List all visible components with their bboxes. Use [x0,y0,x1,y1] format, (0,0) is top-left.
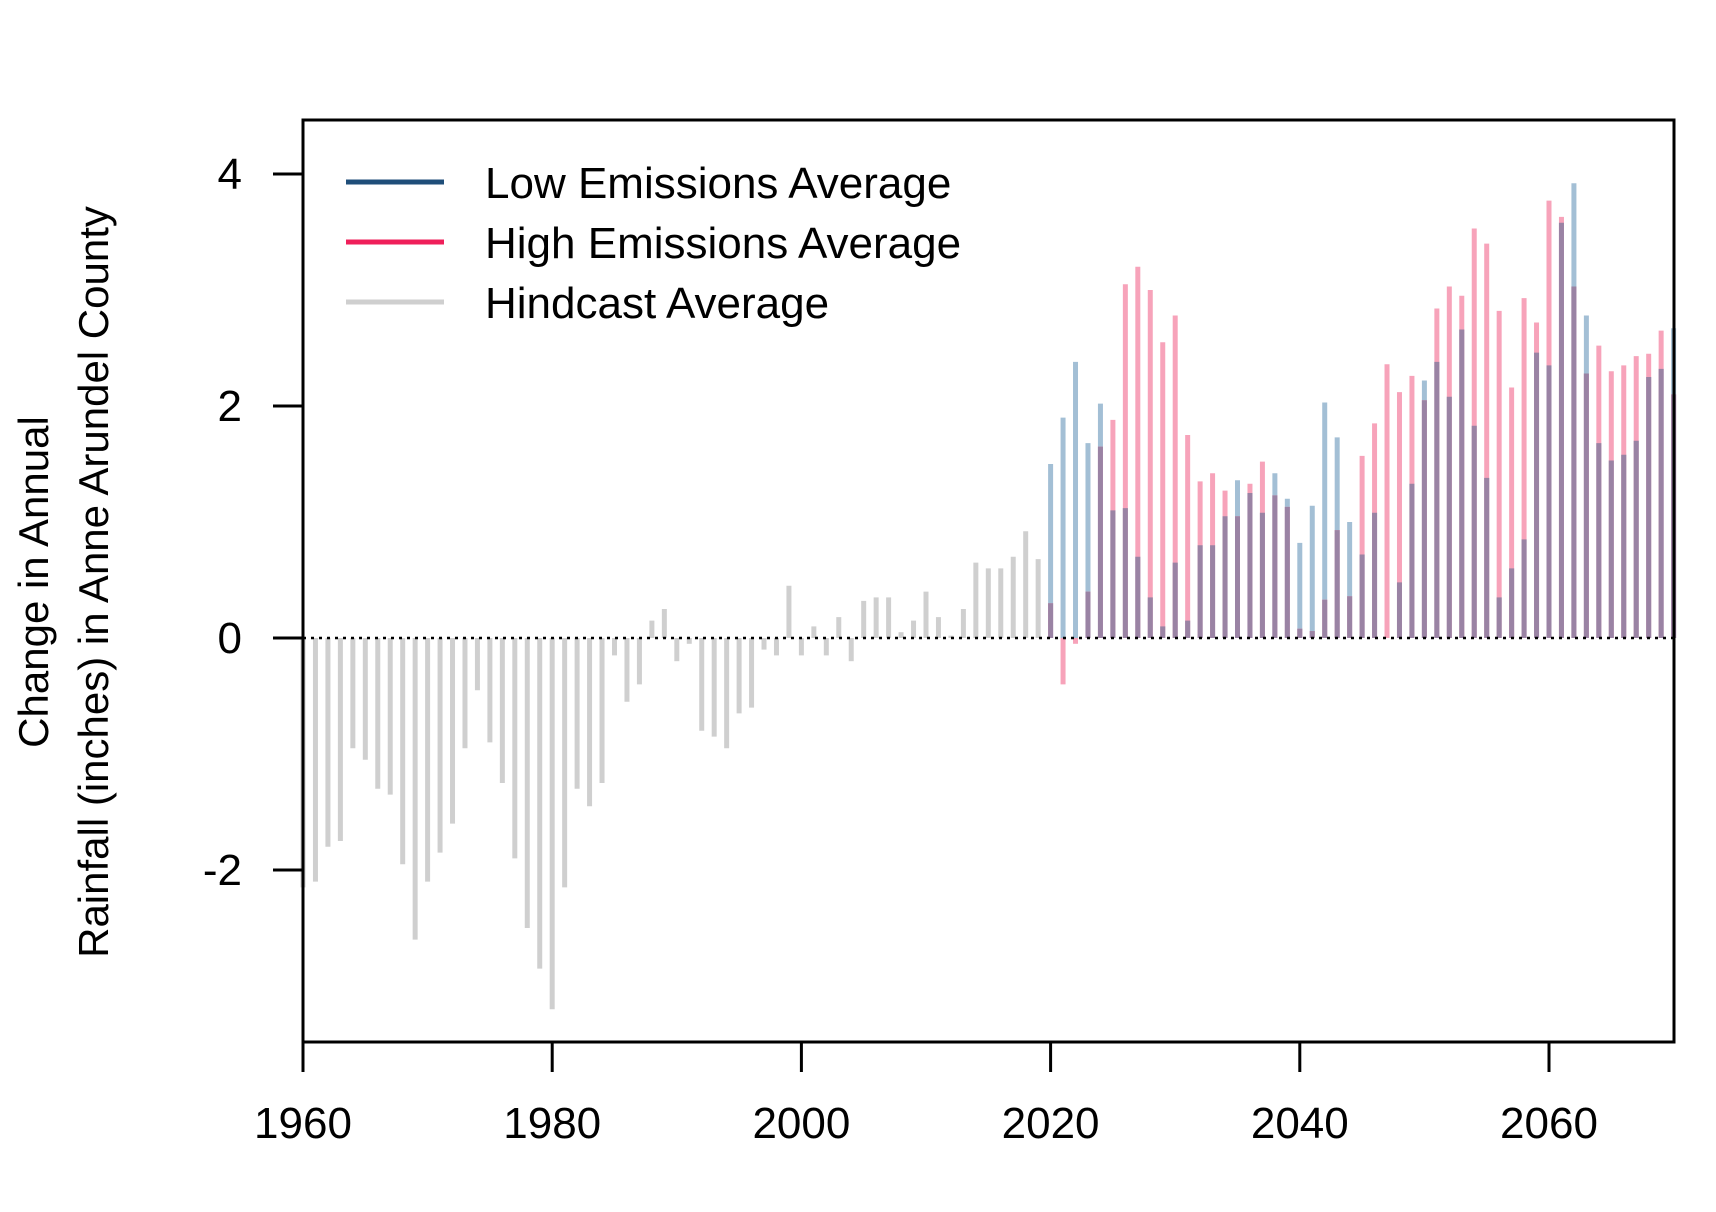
x-tick-label: 2000 [752,1099,850,1148]
x-tick-label: 1980 [503,1099,601,1148]
legend-label-low-emissions: Low Emissions Average [485,159,951,208]
hindcast-bars [300,531,1041,1010]
x-tick-label: 1960 [254,1099,352,1148]
y-tick-label: 0 [218,614,242,663]
x-tick-label: 2020 [1002,1099,1100,1148]
y-axis-label: Change in Annual Rainfall (inches) in An… [10,206,117,958]
y-tick-label: 2 [218,382,242,431]
x-tick-label: 2060 [1500,1099,1598,1148]
y-axis: -2 0 2 4 [203,150,303,895]
x-axis: 1960 1980 2000 2020 2040 2060 [254,1042,1598,1148]
legend-label-hindcast: Hindcast Average [485,279,829,328]
y-axis-label-line1: Change in Annual [10,416,57,748]
plot-frame [301,118,1676,1044]
y-tick-label: -2 [203,846,242,895]
overlap-bars [1048,222,1677,638]
legend-label-high-emissions: High Emissions Average [485,219,961,268]
legend: Low Emissions Average High Emissions Ave… [346,159,961,328]
y-axis-label-line2: Rainfall (inches) in Anne Arundel County [70,206,117,958]
x-tick-label: 2040 [1251,1099,1349,1148]
y-tick-label: 4 [218,150,242,199]
